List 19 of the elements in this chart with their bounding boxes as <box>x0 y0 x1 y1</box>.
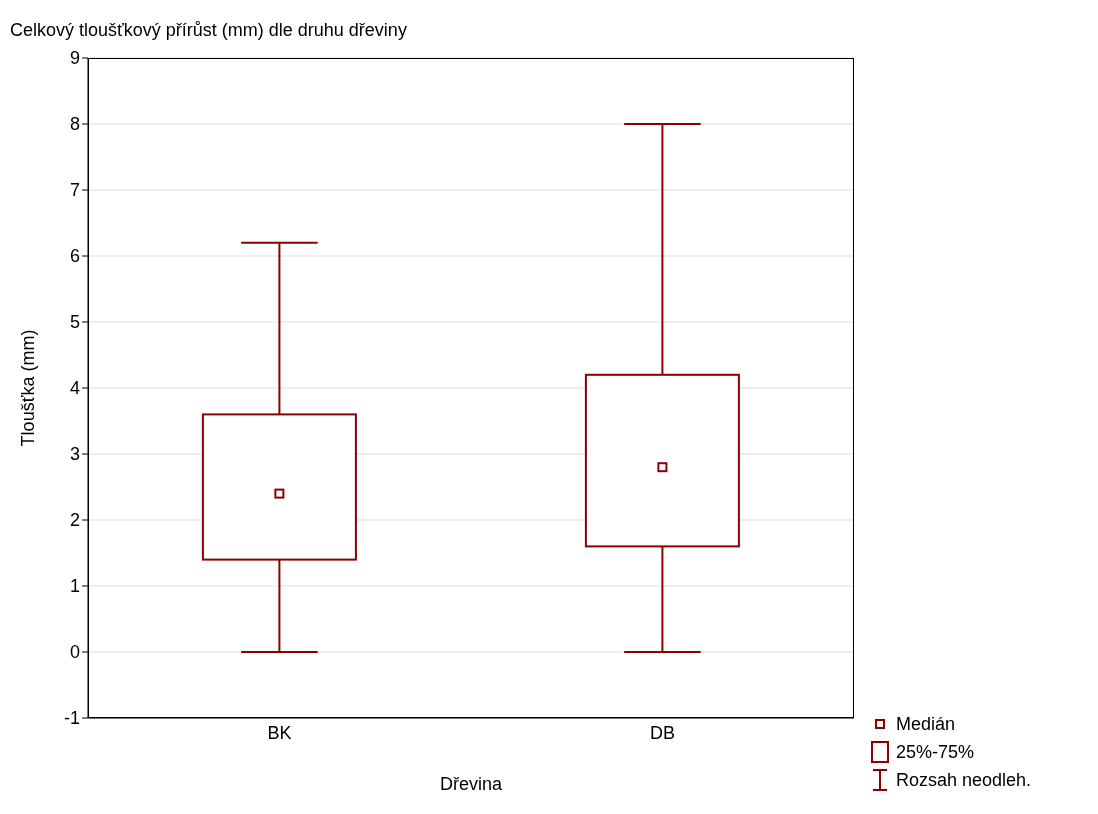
x-tick-label: DB <box>649 722 676 743</box>
y-tick-label: 3 <box>69 444 80 465</box>
chart-title: Celkový tloušťkový přírůst (mm) dle druhu dřeviny <box>10 20 407 41</box>
y-tick-label: 5 <box>69 312 80 333</box>
y-tick-label: 9 <box>69 48 80 69</box>
y-tick-label: 1 <box>69 576 80 597</box>
y-tick-label: 2 <box>69 510 80 531</box>
text: 25%-75% <box>896 741 975 763</box>
text: Rozsah neodleh. <box>896 769 1032 791</box>
y-axis-title: Tloušťka (mm) <box>18 329 39 447</box>
text: Medián <box>896 713 956 735</box>
y-tick-label: 4 <box>69 378 80 399</box>
y-tick-label: -1 <box>63 708 80 729</box>
y-tick-label: 6 <box>69 246 80 267</box>
y-tick-label: 8 <box>69 114 80 135</box>
y-tick-label: 7 <box>69 180 80 201</box>
x-tick-label: BK <box>267 722 292 743</box>
x-axis-title: Dřevina <box>439 774 503 794</box>
y-tick-label: 0 <box>69 642 80 663</box>
